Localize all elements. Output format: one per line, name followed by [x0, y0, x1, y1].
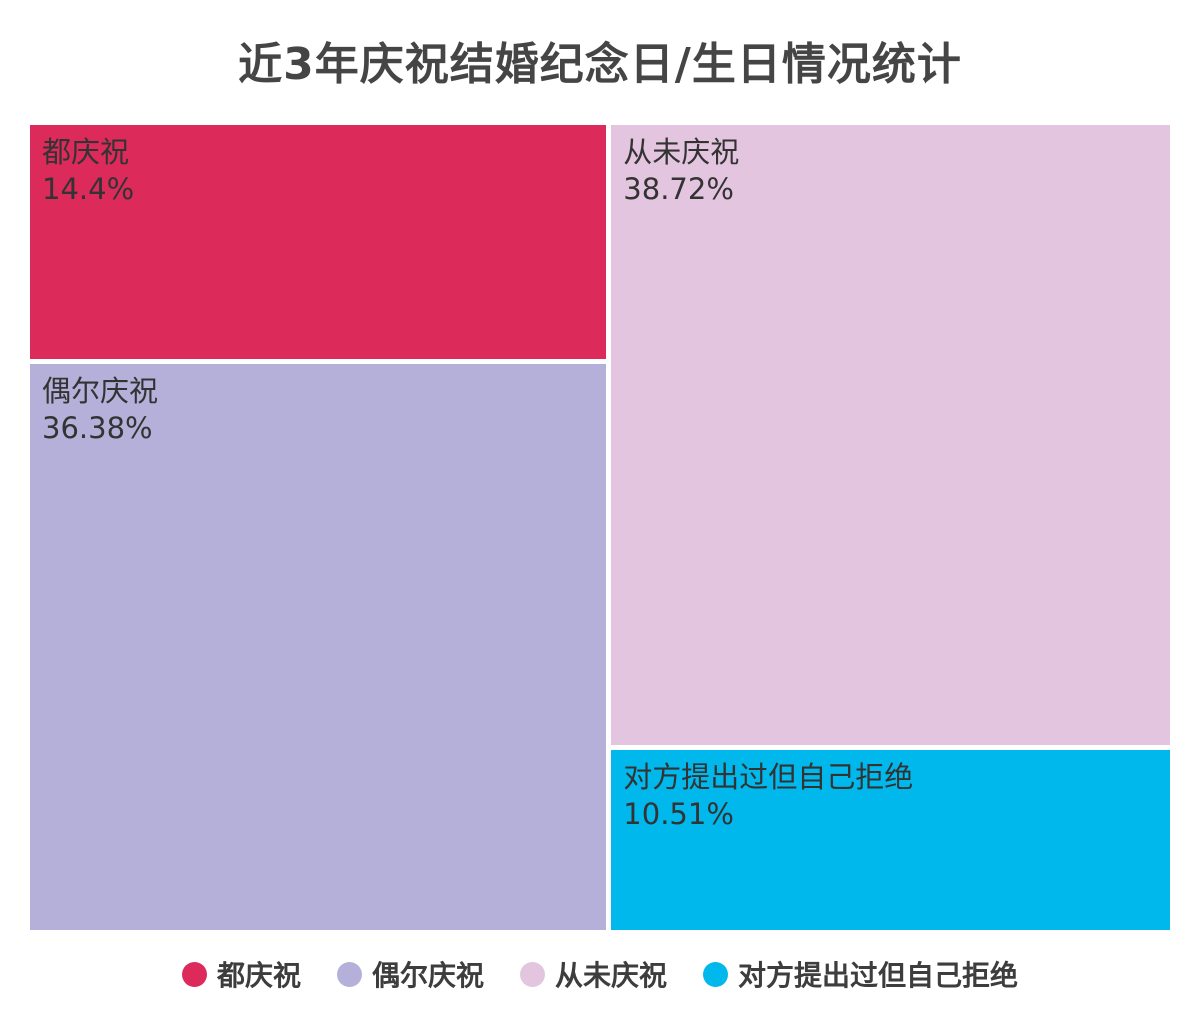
legend-label: 从未庆祝 — [555, 959, 668, 992]
sector-label: 从未庆祝 — [623, 135, 740, 169]
legend: 都庆祝 偶尔庆祝 从未庆祝 对方提出过但自己拒绝 — [0, 954, 1200, 994]
sector-label: 对方提出过但自己拒绝 — [623, 760, 914, 795]
legend-item-4[interactable]: 对方提出过但自己拒绝 — [703, 954, 1018, 994]
treemap-sector-2[interactable]: 偶尔庆祝 36.38% — [30, 363, 607, 930]
sector-percent: 14.4% — [42, 172, 135, 206]
treemap-column-2: 从未庆祝 38.72% 对方提出过但自己拒绝 10.51% — [611, 125, 1170, 930]
treemap-sector-1[interactable]: 都庆祝 14.4% — [30, 125, 607, 359]
legend-marker-icon — [336, 961, 362, 987]
legend-marker-icon — [181, 961, 207, 987]
legend-item-2[interactable]: 偶尔庆祝 — [336, 954, 484, 994]
sector-label: 偶尔庆祝 — [42, 373, 159, 408]
chart-title: 近3年庆祝结婚纪念日/生日情况统计 — [238, 39, 962, 90]
legend-label: 偶尔庆祝 — [371, 959, 484, 992]
treemap-sector-4[interactable]: 对方提出过但自己拒绝 10.51% — [611, 750, 1170, 930]
legend-item-1[interactable]: 都庆祝 — [181, 954, 301, 994]
legend-marker-icon — [703, 961, 729, 987]
sector-percent: 38.72% — [623, 172, 734, 206]
legend-label: 都庆祝 — [216, 959, 301, 992]
treemap-sector-3[interactable]: 从未庆祝 38.72% — [611, 125, 1170, 746]
treemap-column-1: 都庆祝 14.4% 偶尔庆祝 36.38% — [30, 125, 607, 930]
sector-label: 都庆祝 — [42, 135, 130, 169]
sector-percent: 10.51% — [623, 797, 734, 832]
legend-marker-icon — [520, 961, 545, 987]
legend-label: 对方提出过但自己拒绝 — [738, 959, 1019, 992]
legend-item-3[interactable]: 从未庆祝 — [520, 954, 667, 994]
sector-percent: 36.38% — [42, 410, 153, 445]
treemap: 都庆祝 14.4% 偶尔庆祝 36.38% 从未庆祝 38.72% 对方提出过但自己拒绝 10… — [30, 125, 1170, 930]
